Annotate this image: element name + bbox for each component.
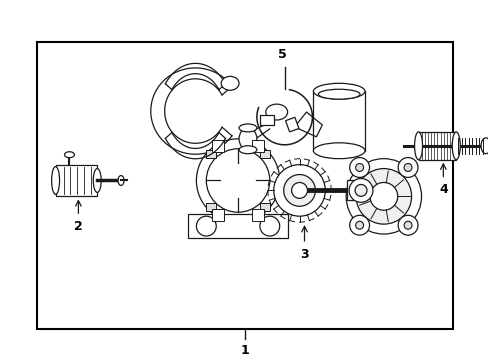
Circle shape bbox=[404, 163, 412, 171]
Ellipse shape bbox=[318, 89, 360, 99]
Ellipse shape bbox=[452, 136, 460, 156]
Text: 5: 5 bbox=[278, 49, 287, 62]
Ellipse shape bbox=[51, 167, 60, 194]
Bar bbox=[37, 42, 453, 329]
Circle shape bbox=[398, 215, 418, 235]
Circle shape bbox=[274, 165, 325, 216]
Circle shape bbox=[356, 168, 412, 224]
Bar bbox=[260, 203, 270, 211]
Ellipse shape bbox=[118, 176, 124, 185]
Circle shape bbox=[355, 184, 367, 196]
Circle shape bbox=[196, 216, 216, 236]
Bar bbox=[286, 117, 299, 132]
Circle shape bbox=[292, 183, 308, 198]
Bar bbox=[55, 165, 97, 196]
Circle shape bbox=[370, 183, 398, 210]
Bar bbox=[347, 180, 363, 200]
Circle shape bbox=[398, 158, 418, 177]
Ellipse shape bbox=[314, 143, 365, 159]
Ellipse shape bbox=[481, 138, 490, 154]
Text: 4: 4 bbox=[439, 184, 448, 197]
Bar bbox=[418, 132, 456, 160]
Ellipse shape bbox=[314, 83, 365, 99]
Text: 3: 3 bbox=[300, 248, 309, 261]
Bar bbox=[252, 140, 264, 152]
Bar bbox=[206, 203, 217, 211]
Ellipse shape bbox=[452, 132, 460, 160]
Bar bbox=[260, 115, 274, 125]
Ellipse shape bbox=[266, 104, 288, 120]
Circle shape bbox=[196, 139, 280, 222]
Bar bbox=[212, 209, 224, 221]
Ellipse shape bbox=[415, 132, 422, 160]
Bar bbox=[189, 214, 288, 238]
Ellipse shape bbox=[221, 76, 239, 90]
Bar bbox=[260, 150, 270, 158]
Text: 1: 1 bbox=[241, 344, 249, 357]
Circle shape bbox=[404, 221, 412, 229]
Circle shape bbox=[284, 175, 316, 206]
Bar bbox=[206, 150, 217, 158]
Circle shape bbox=[346, 159, 421, 234]
Circle shape bbox=[260, 216, 280, 236]
Circle shape bbox=[356, 221, 364, 229]
Ellipse shape bbox=[239, 128, 257, 150]
Circle shape bbox=[350, 158, 369, 177]
Circle shape bbox=[206, 149, 270, 212]
Bar bbox=[212, 140, 224, 152]
Ellipse shape bbox=[93, 168, 101, 192]
Ellipse shape bbox=[239, 146, 257, 154]
Bar bbox=[252, 209, 264, 221]
Text: 2: 2 bbox=[74, 220, 83, 233]
Ellipse shape bbox=[65, 152, 74, 158]
Ellipse shape bbox=[239, 124, 257, 132]
Circle shape bbox=[356, 163, 364, 171]
Circle shape bbox=[350, 215, 369, 235]
Circle shape bbox=[349, 179, 373, 202]
